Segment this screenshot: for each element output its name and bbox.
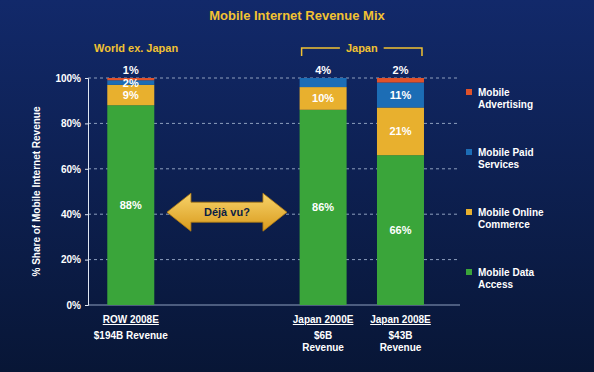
legend-entry: Mobile OnlineCommerce — [478, 207, 544, 230]
data-label: 11% — [390, 89, 412, 101]
legend-entry: Mobile PaidServices — [478, 147, 534, 170]
annotation: Déjà vu? — [204, 206, 250, 218]
bar-segment — [300, 87, 347, 110]
group-bracket — [302, 48, 422, 56]
legend-entry: MobileAdvertising — [478, 87, 533, 110]
bars — [107, 78, 424, 305]
title: Mobile Internet Revenue Mix — [209, 8, 385, 23]
data-label: 66% — [389, 224, 411, 236]
data-label: 2% — [123, 77, 139, 89]
tick: 100% — [55, 73, 88, 84]
y-axis-title: % Share of Mobile Internet Revenue — [31, 106, 42, 276]
category-label: Japan 2008E — [370, 314, 431, 325]
category-label: ROW 2008E — [103, 314, 159, 325]
bar-segment — [377, 108, 424, 156]
bar-segment — [377, 78, 424, 83]
data-label: 10% — [312, 92, 334, 104]
data-label: 4% — [315, 64, 331, 76]
legend-swatch — [466, 269, 472, 275]
bar-segment — [107, 105, 154, 305]
tick-label: 40% — [61, 209, 81, 220]
legend-swatch — [466, 149, 472, 155]
tick-mark — [85, 305, 88, 306]
tick-label: 20% — [61, 254, 81, 265]
background — [0, 0, 594, 372]
category-sublabel: Revenue — [380, 342, 422, 353]
bar-segment — [300, 78, 347, 79]
tick-mark — [85, 169, 88, 170]
grid — [88, 78, 460, 305]
legend-swatch — [466, 209, 472, 215]
tick-mark — [85, 214, 88, 215]
tick: 20% — [61, 254, 88, 265]
tick-label: 100% — [55, 73, 81, 84]
data-label: 1% — [123, 64, 139, 76]
data-label: 88% — [120, 199, 142, 211]
tick-mark — [85, 78, 88, 79]
legend-entry: Mobile DataAccess — [478, 267, 535, 290]
group-label: Japan — [346, 42, 378, 54]
tick-mark — [85, 260, 88, 261]
bar-segment — [300, 110, 347, 305]
tick: 40% — [61, 209, 88, 220]
legend-swatch — [466, 89, 472, 95]
tick-mark — [85, 123, 88, 124]
data-labels: 88%9%2%1%86%10%4%66%21%11%2% — [120, 64, 412, 236]
tick-label: 80% — [61, 118, 81, 129]
category-sublabel: $194B Revenue — [94, 330, 168, 341]
category-sublabel: Revenue — [302, 342, 344, 353]
bar-segment — [377, 155, 424, 305]
tick: 60% — [61, 164, 88, 175]
group-label: World ex. Japan — [94, 42, 178, 54]
annotation-arrow — [167, 193, 287, 231]
tick-label: 60% — [61, 164, 81, 175]
legend: MobileAdvertising Mobile PaidServices Mobi… — [466, 87, 544, 290]
data-label: 9% — [123, 89, 139, 101]
tick: 0% — [67, 300, 88, 311]
category-sublabel: $43B — [389, 330, 413, 341]
category-sublabel: $6B — [314, 330, 332, 341]
category-label: Japan 2000E — [293, 314, 354, 325]
bar-segment — [377, 83, 424, 108]
data-label: 21% — [389, 125, 411, 137]
tick: 80% — [61, 118, 88, 129]
tick-label: 0% — [67, 300, 82, 311]
y-axis: 0% 20% 40% 60% 80% 100% — [55, 73, 88, 311]
bar-segment — [300, 78, 347, 87]
chart: Mobile Internet Revenue Mix 0% 20% 40% 60% 80… — [0, 0, 594, 372]
data-label: 86% — [312, 201, 334, 213]
axis-line — [85, 79, 89, 306]
data-label: 2% — [393, 64, 409, 76]
